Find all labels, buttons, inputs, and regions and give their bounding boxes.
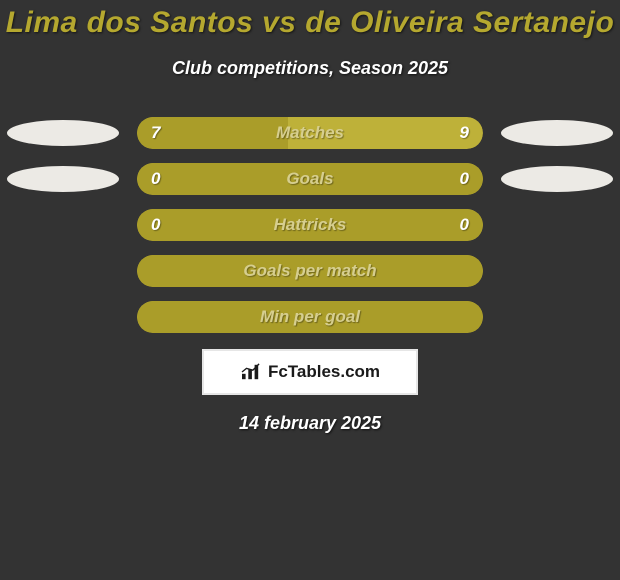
stat-bar: Min per goal	[137, 301, 483, 333]
page-title: Lima dos Santos vs de Oliveira Sertanejo	[0, 6, 620, 40]
stat-bar: 79Matches	[137, 117, 483, 149]
stat-label: Min per goal	[137, 301, 483, 333]
attribution-logo[interactable]: FcTables.com	[202, 349, 418, 395]
subtitle: Club competitions, Season 2025	[0, 58, 620, 79]
stat-bar: Goals per match	[137, 255, 483, 287]
stat-rows: 79Matches 00Goals 00Hattricks Goals per mat…	[0, 117, 620, 333]
player-marker-left	[7, 166, 119, 192]
player-marker-left	[7, 120, 119, 146]
spacer	[7, 212, 119, 238]
stat-label: Hattricks	[137, 209, 483, 241]
chart-icon	[240, 363, 262, 381]
spacer	[7, 258, 119, 284]
spacer	[7, 304, 119, 330]
stat-row: 79Matches	[0, 117, 620, 149]
stat-row: Goals per match	[0, 255, 620, 287]
spacer	[501, 212, 613, 238]
spacer	[501, 304, 613, 330]
spacer	[501, 258, 613, 284]
logo-text: FcTables.com	[268, 362, 380, 382]
player-marker-right	[501, 120, 613, 146]
comparison-widget: Lima dos Santos vs de Oliveira Sertanejo…	[0, 0, 620, 434]
stat-bar: 00Hattricks	[137, 209, 483, 241]
stat-label: Goals	[137, 163, 483, 195]
stat-row: 00Goals	[0, 163, 620, 195]
stat-row: Min per goal	[0, 301, 620, 333]
stat-label: Goals per match	[137, 255, 483, 287]
date-label: 14 february 2025	[0, 413, 620, 434]
stat-row: 00Hattricks	[0, 209, 620, 241]
stat-bar: 00Goals	[137, 163, 483, 195]
player-marker-right	[501, 166, 613, 192]
stat-label: Matches	[137, 117, 483, 149]
